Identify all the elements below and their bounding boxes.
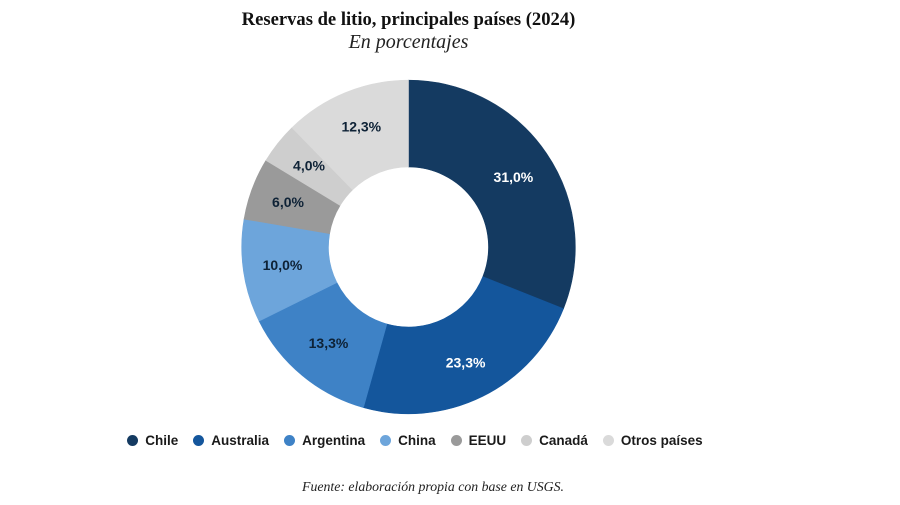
svg-text:4,0%: 4,0% — [293, 158, 325, 174]
svg-text:10,0%: 10,0% — [263, 257, 303, 273]
svg-text:13,3%: 13,3% — [309, 335, 349, 351]
svg-text:6,0%: 6,0% — [272, 194, 304, 210]
svg-text:31,0%: 31,0% — [494, 169, 534, 185]
svg-text:12,3%: 12,3% — [341, 118, 381, 134]
svg-text:23,3%: 23,3% — [446, 354, 486, 370]
